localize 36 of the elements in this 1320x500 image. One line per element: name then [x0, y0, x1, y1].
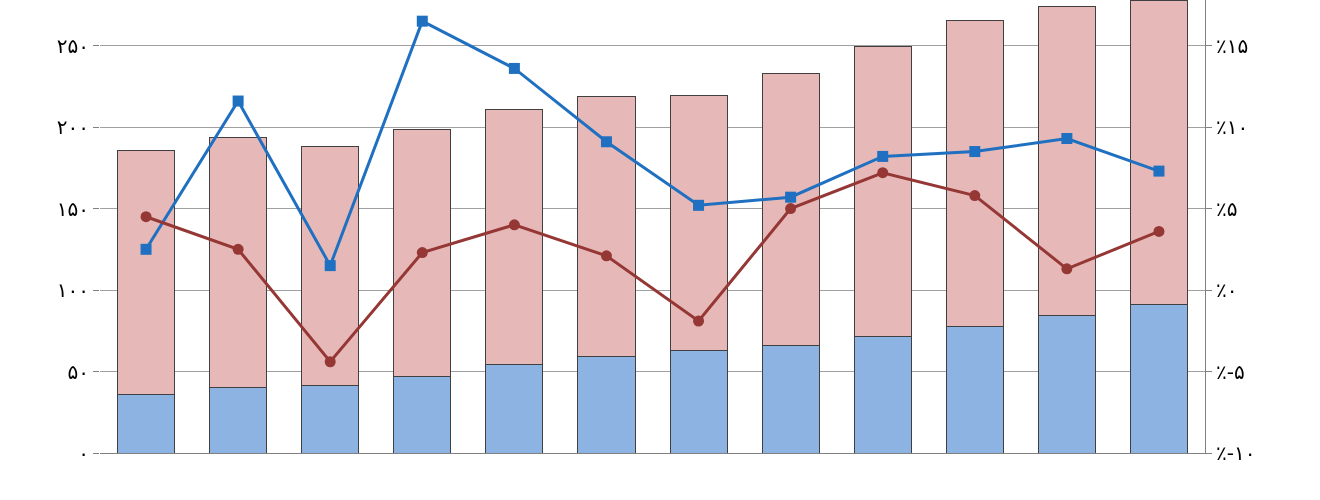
point: [416, 247, 428, 259]
y2-tick-label: ٪۱۵: [1216, 33, 1249, 58]
point: [877, 167, 889, 179]
y-tick-label: ۵۰: [67, 359, 89, 384]
y2-tick-label: ٪-۱۰: [1216, 441, 1256, 465]
y2-tick-label: ٪-۵: [1216, 359, 1245, 384]
y2-tick-label: ٪۵: [1216, 196, 1238, 221]
point: [1061, 133, 1073, 145]
point: [693, 315, 705, 327]
y-tick-label: ۲۰۰: [56, 115, 89, 140]
point: [140, 211, 152, 223]
point: [600, 136, 612, 148]
y-tick-label: ۰: [78, 441, 89, 465]
point: [324, 260, 336, 272]
point: [508, 219, 520, 231]
point: [1061, 263, 1073, 275]
point: [232, 95, 244, 107]
point: [232, 243, 244, 255]
point: [693, 199, 705, 211]
y-tick-label: ۱۵۰: [56, 196, 89, 221]
point: [416, 15, 428, 27]
point: [600, 250, 612, 262]
y2-tick-label: ٪۱۰: [1216, 115, 1249, 140]
y-tick-label: ۱۰۰: [56, 278, 89, 303]
y2-tick-label: ٪۰: [1216, 278, 1238, 303]
point: [785, 203, 797, 215]
point: [1153, 165, 1165, 177]
point: [969, 190, 981, 202]
point: [877, 150, 889, 162]
point: [1153, 225, 1165, 237]
point: [324, 356, 336, 368]
point: [969, 146, 981, 158]
y-tick-label: ۲۵۰: [56, 33, 89, 58]
point: [785, 191, 797, 203]
point: [508, 62, 520, 74]
point: [140, 243, 152, 255]
